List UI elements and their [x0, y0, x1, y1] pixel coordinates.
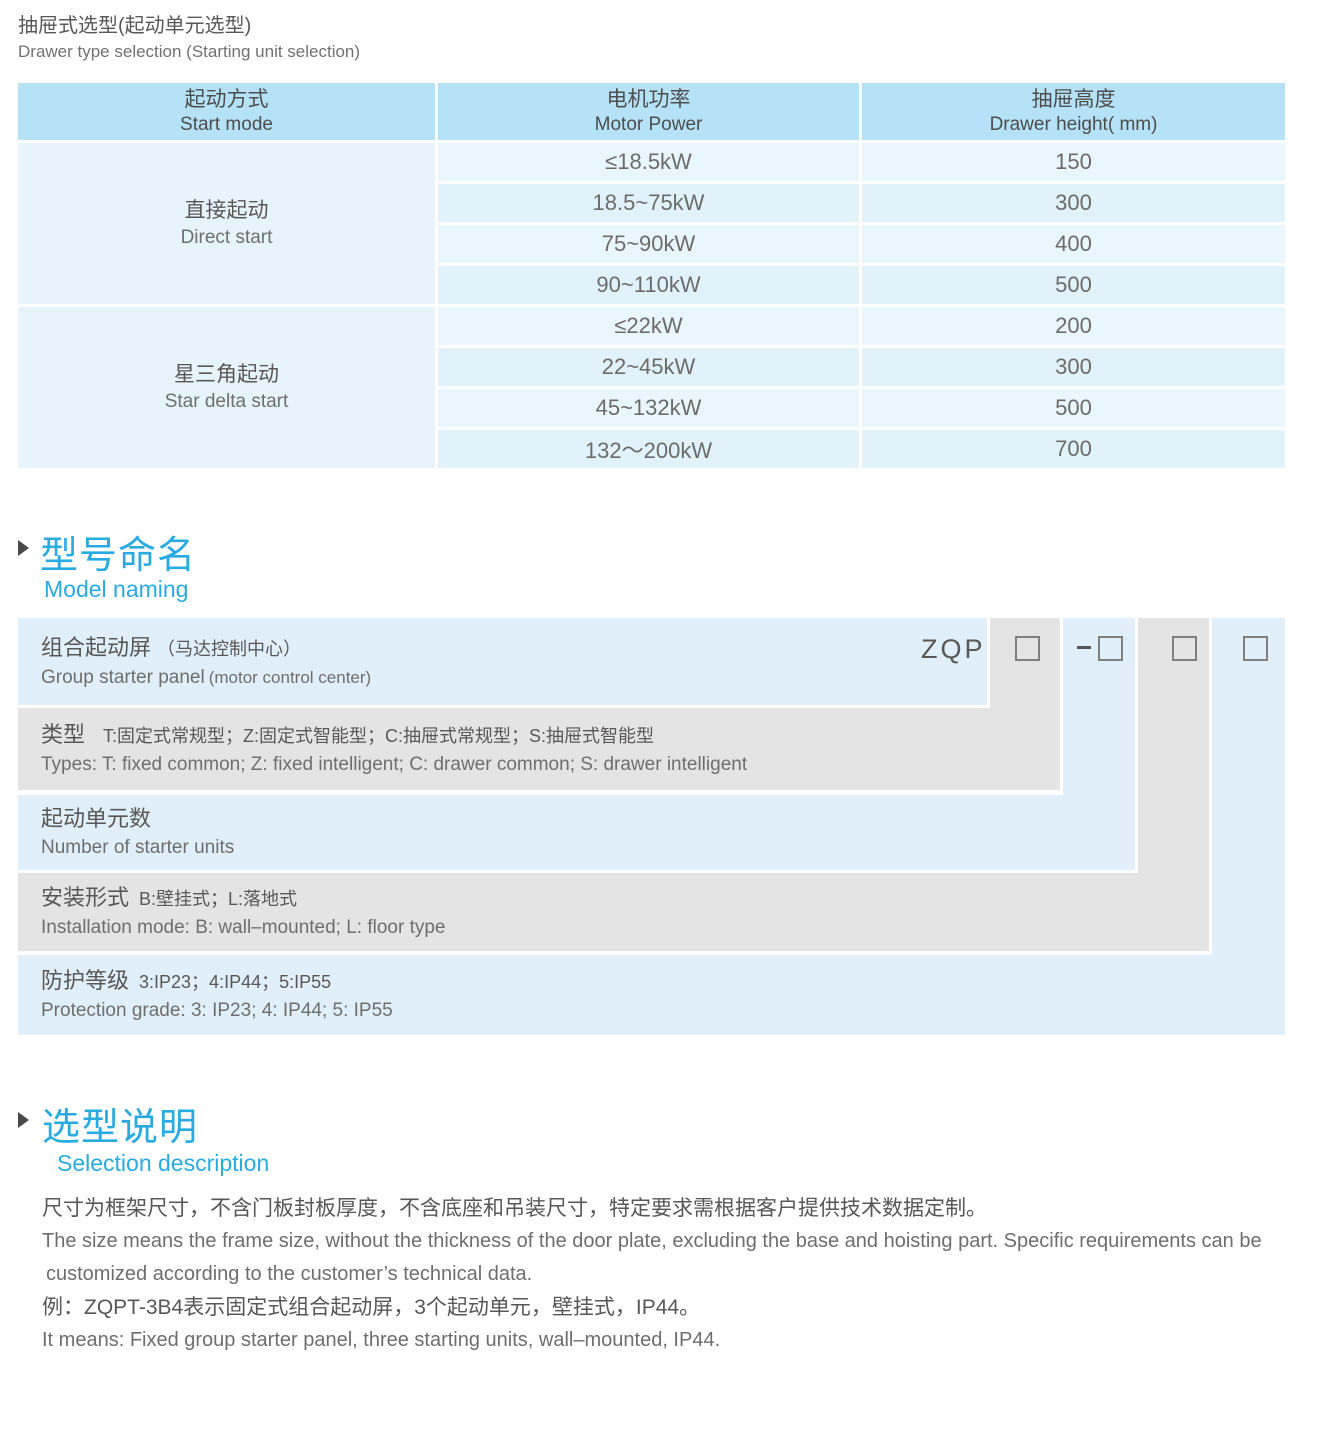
- row-cn-main: 防护等级: [41, 968, 130, 993]
- section-title-selection-cn: 选型说明: [42, 1107, 199, 1149]
- table-header-start-mode: 起动方式 Start mode: [18, 83, 435, 140]
- row-cn-main: 类型: [41, 722, 86, 747]
- section-title-model-naming-cn: 型号命名: [40, 535, 197, 577]
- table-cell-power: 18.5~75kW: [438, 183, 859, 222]
- header-en: Drawer height( mm): [989, 113, 1158, 135]
- row-en: Types: T: fixed common; Z: fixed intelli…: [41, 754, 748, 775]
- row-en-main: Group starter panel: [41, 666, 205, 688]
- row-en-sub: (motor control center): [208, 667, 372, 687]
- description-line: 尺寸为框架尺寸，不含门板封板厚度，不含底座和吊装尺寸，特定要求需根据客户提供技术…: [42, 1197, 987, 1220]
- code-box-type-icon: [1015, 636, 1040, 661]
- row-en: Group starter panel (motor control center…: [41, 664, 987, 691]
- table-cell-power: 22~45kW: [438, 347, 859, 386]
- row-en: Installation mode: B: wall–mounted; L: f…: [41, 917, 446, 938]
- group-cn: 星三角起动: [174, 362, 279, 386]
- table-cell-height: 300: [862, 183, 1285, 222]
- drawer-selection-table: 起动方式 Start mode 电机功率 Motor Power 抽屉高度 Dr…: [18, 83, 1285, 468]
- code-column-type: [990, 618, 1060, 708]
- table-cell-power: 45~132kW: [438, 388, 859, 427]
- diagram-row-starter-units: 起动单元数 Number of starter units: [18, 795, 1135, 870]
- table-cell-height: 500: [862, 388, 1285, 427]
- header-cn: 电机功率: [606, 87, 691, 111]
- diagram-row-types: 类型 T:固定式常规型；Z:固定式智能型；C:抽屉式常规型；S:抽屉式智能型 Ty…: [18, 708, 1060, 790]
- row-cn: 安装形式 B:壁挂式；L:落地式: [41, 883, 1209, 914]
- row-cn-main: 安装形式: [41, 885, 130, 910]
- row-en: Protection grade: 3: IP23; 4: IP44; 5: I…: [41, 1000, 393, 1021]
- document-title-en: Drawer type selection (Starting unit sel…: [18, 42, 361, 61]
- diagram-row-protection-grade: 防护等级 3:IP23；4:IP44；5:IP55 Protection grad…: [18, 955, 1285, 1035]
- table-cell-height: 200: [862, 306, 1285, 345]
- header-en: Start mode: [180, 113, 273, 135]
- diagram-row-installation-mode: 安装形式 B:壁挂式；L:落地式 Installation mode: B: wa…: [18, 873, 1209, 951]
- section-title-selection-en: Selection description: [57, 1150, 270, 1176]
- header-cn: 抽屉高度: [1031, 87, 1116, 111]
- header-en: Motor Power: [594, 113, 703, 135]
- description-line: It means: Fixed group starter panel, thr…: [42, 1329, 721, 1351]
- diagram-row-group-starter-panel: 组合起动屏 （马达控制中心） Group starter panel (motor …: [18, 618, 987, 705]
- row-cn-sub: 3:IP23；4:IP44；5:IP55: [139, 972, 332, 992]
- table-cell-height: 700: [862, 429, 1285, 468]
- row-cn-sub: （马达控制中心）: [157, 638, 302, 659]
- table-cell-height: 150: [862, 142, 1285, 181]
- model-naming-diagram: 组合起动屏 （马达控制中心） Group starter panel (motor …: [18, 618, 1285, 1035]
- code-box-units-icon: [1098, 636, 1123, 661]
- description-line: customized according to the customer’s t…: [46, 1263, 533, 1285]
- row-cn-sub: B:壁挂式；L:落地式: [139, 889, 298, 909]
- row-cn: 起动单元数: [41, 806, 152, 831]
- table-cell-power: ≤18.5kW: [438, 142, 859, 181]
- group-en: Direct start: [180, 226, 273, 248]
- code-dash-icon: [1077, 646, 1091, 649]
- table-cell-height: 300: [862, 347, 1285, 386]
- table-header-drawer-height: 抽屉高度 Drawer height( mm): [862, 83, 1285, 140]
- table-cell-height: 400: [862, 224, 1285, 263]
- header-cn: 起动方式: [184, 87, 269, 111]
- document-title-cn: 抽屉式选型(起动单元选型): [18, 15, 252, 37]
- table-cell-star-delta-start: 星三角起动 Star delta start: [18, 306, 435, 468]
- table-cell-power: ≤22kW: [438, 306, 859, 345]
- description-line: 例：ZQPT-3B4表示固定式组合起动屏，3个起动单元，壁挂式，IP44。: [42, 1296, 701, 1319]
- section-arrow-icon: [18, 1112, 29, 1128]
- row-cn: 类型 T:固定式常规型；Z:固定式智能型；C:抽屉式常规型；S:抽屉式智能型: [41, 720, 1060, 751]
- section-title-model-naming-en: Model naming: [44, 576, 189, 602]
- row-en: Number of starter units: [41, 837, 235, 858]
- group-cn: 直接起动: [184, 198, 269, 222]
- model-code-label: ZQP: [921, 634, 986, 664]
- selection-description-text: 尺寸为框架尺寸，不含门板封板厚度，不含底座和吊装尺寸，特定要求需根据客户提供技术…: [42, 1192, 1292, 1357]
- code-column-protection: [1212, 618, 1285, 955]
- table-cell-power: 90~110kW: [438, 265, 859, 304]
- description-line: The size means the frame size, without t…: [42, 1230, 1262, 1252]
- document-title: 抽屉式选型(起动单元选型) Drawer type selection (Sta…: [18, 12, 360, 64]
- table-header-motor-power: 电机功率 Motor Power: [438, 83, 859, 140]
- row-cn-main: 组合起动屏: [41, 634, 152, 660]
- table-cell-height: 500: [862, 265, 1285, 304]
- row-cn: 防护等级 3:IP23；4:IP44；5:IP55: [41, 966, 1285, 997]
- group-en: Star delta start: [164, 390, 289, 412]
- table-cell-power: 75~90kW: [438, 224, 859, 263]
- row-cn: 组合起动屏 （马达控制中心）: [41, 633, 987, 664]
- code-box-installation-icon: [1172, 636, 1197, 661]
- table-cell-direct-start: 直接起动 Direct start: [18, 142, 435, 304]
- section-arrow-icon: [18, 540, 29, 556]
- table-cell-power: 132～200kW: [438, 429, 859, 468]
- row-cn-sub: T:固定式常规型；Z:固定式智能型；C:抽屉式常规型；S:抽屉式智能型: [103, 726, 655, 746]
- code-box-protection-icon: [1243, 636, 1268, 661]
